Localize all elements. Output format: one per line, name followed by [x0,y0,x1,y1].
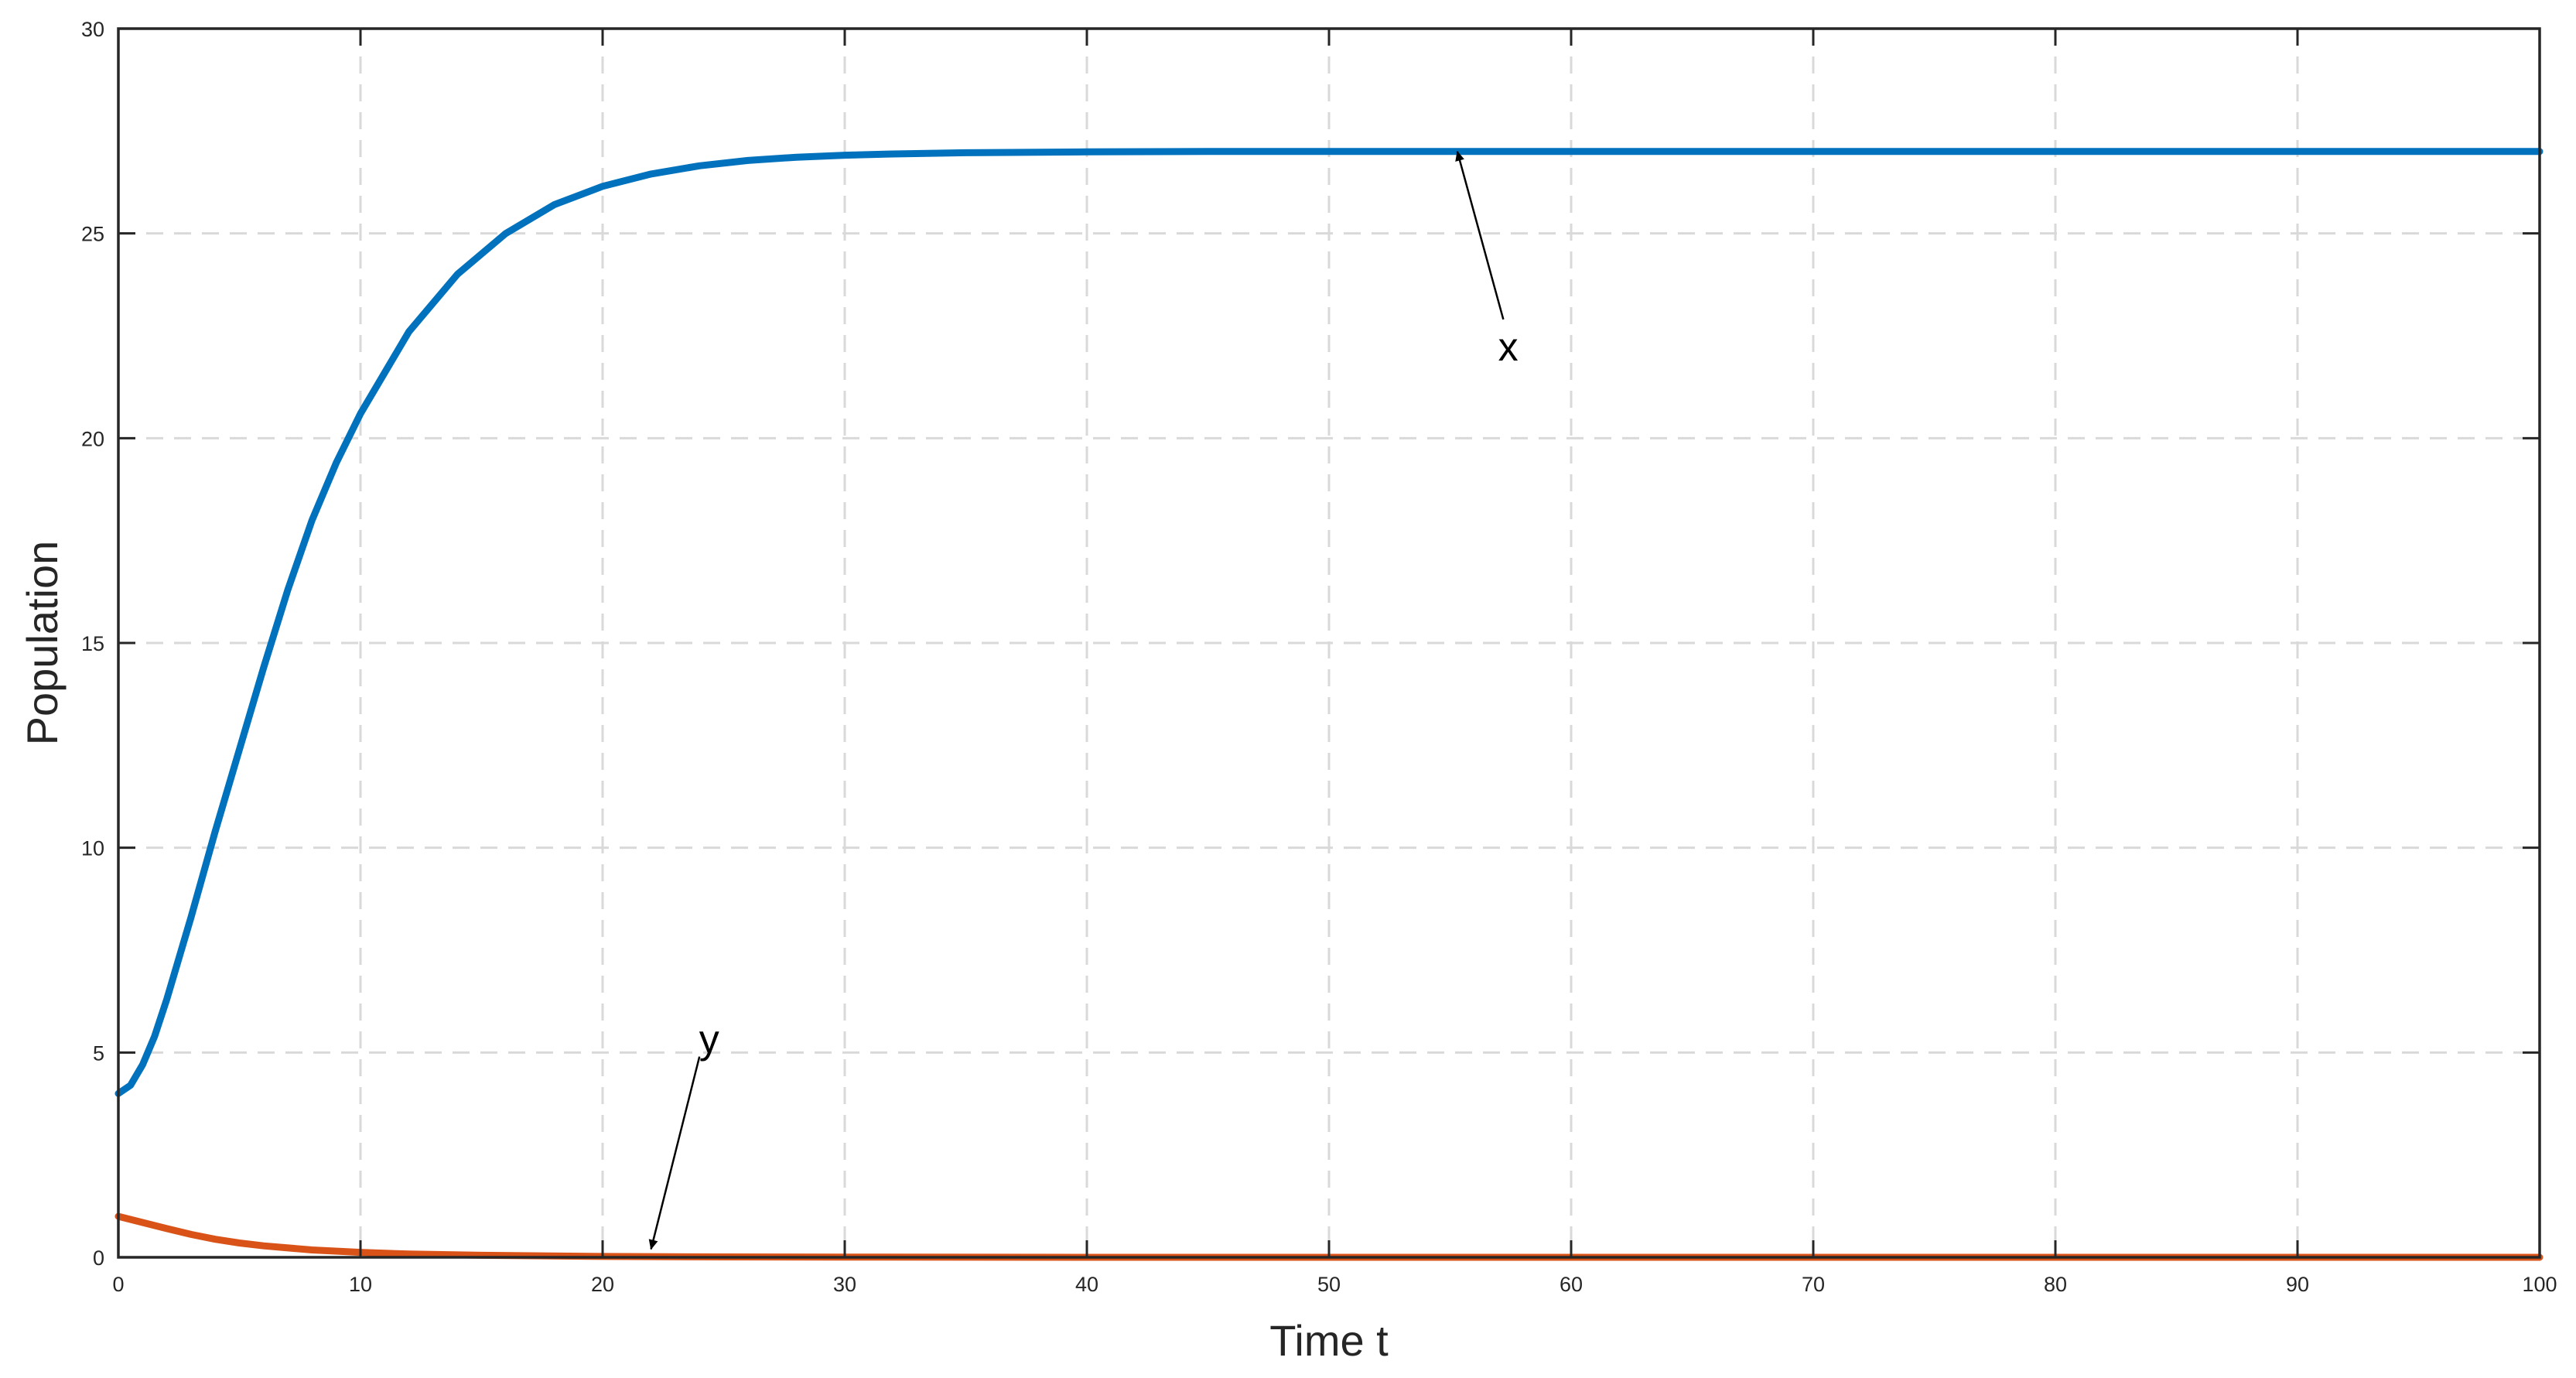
x-axis-label: Time t [1269,1316,1389,1365]
y-tick-label: 10 [81,837,104,860]
y-tick-label: 25 [81,223,104,246]
y-tick-label: 20 [81,427,104,450]
x-tick-label: 90 [2286,1273,2309,1296]
annotation-label-y: y [699,1017,719,1062]
x-tick-label: 30 [833,1273,856,1296]
y-tick-label: 30 [81,18,104,41]
y-tick-label: 15 [81,632,104,655]
x-tick-label: 0 [112,1273,124,1296]
y-tick-label: 5 [93,1041,104,1065]
axis-ticks: 0 10 20 30 40 50 60 70 80 90 100 0 5 10 15 20 25 30 [81,18,2557,1296]
series-line-x [114,148,2544,1097]
annotations: xy [648,150,1519,1250]
y-tick-label: 0 [93,1246,104,1270]
x-tick-label: 50 [1317,1273,1341,1296]
x-tick-label: 80 [2044,1273,2067,1296]
x-tick-label: 100 [2522,1273,2557,1296]
x-tick-label: 70 [1802,1273,1825,1296]
x-tick-label: 20 [591,1273,614,1296]
y-axis-label: Population [18,541,67,746]
annotation-arrow-x [1455,150,1505,320]
x-tick-label: 40 [1075,1273,1098,1296]
x-tick-label: 60 [1560,1273,1583,1296]
grid [118,29,2540,1257]
annotation-label-x: x [1498,325,1519,370]
x-tick-label: 10 [349,1273,372,1296]
annotation-arrow-y [648,1056,701,1250]
